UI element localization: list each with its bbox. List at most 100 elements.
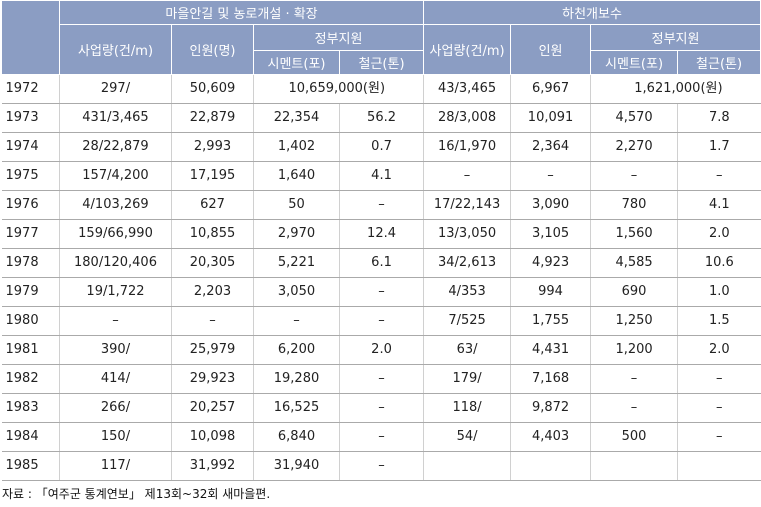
source-note: 자료 : 「여주군 통계연보」 제13회~32회 새마을편. (2, 487, 271, 501)
cell-amount-roads: 159/66,990 (59, 219, 172, 249)
cell-steel-roads: 0.7 (338, 132, 424, 162)
cell-steel-river: 1.5 (677, 306, 761, 336)
table-row: 1974 28/22,879 2,993 1,402 0.7 16/1,970 2,364 2… (1, 132, 761, 162)
data-table: 마을안길 및 농로개설 · 확장 하천개보수 사업량(건/m) 인원(명) 정부… (1, 0, 761, 481)
cell-people-river: 9,872 (510, 393, 591, 423)
cell-amount-river (423, 451, 511, 481)
cell-cement-roads: 3,050 (253, 277, 340, 307)
cell-people-roads: 10,098 (171, 422, 254, 452)
cell-cement-roads: 1,402 (253, 132, 340, 162)
table-row: 1973 431/3,465 22,879 22,354 56.2 28/3,008 10,… (1, 103, 761, 133)
cell-year: 1973 (1, 103, 60, 133)
cell-people-roads: 50,609 (171, 74, 254, 104)
cell-people-river: 7,168 (510, 364, 591, 394)
cell-cement-roads: 1,640 (253, 161, 340, 191)
cell-cement-river: 1,560 (590, 219, 678, 249)
table-row: 1977 159/66,990 10,855 2,970 12.4 13/3,050 3,1… (1, 219, 761, 249)
cell-steel-river: 10.6 (677, 248, 761, 278)
cell-steel-roads: – (338, 277, 424, 307)
cell-steel-river: – (677, 364, 761, 394)
cell-year: 1982 (1, 364, 60, 394)
header-steel-2: 철근(톤) (677, 50, 761, 75)
cell-cement-roads: 50 (253, 190, 340, 220)
cell-people-roads: 10,855 (171, 219, 254, 249)
cell-amount-river: 17/22,143 (423, 190, 511, 220)
cell-cement-river (590, 451, 678, 481)
cell-year: 1978 (1, 248, 60, 278)
table-row: 1976 4/103,269 627 50–17/22,143 3,090 780 4.1 (1, 190, 761, 220)
cell-people-roads: 22,879 (171, 103, 254, 133)
cell-steel-roads: – (338, 422, 424, 452)
cell-year: 1975 (1, 161, 60, 191)
cell-people-river: 2,364 (510, 132, 591, 162)
cell-steel-roads: – (338, 190, 424, 220)
table-row: 1981 390/25,979 6,200 2.0 63/4,431 1,200 2.0 (1, 335, 761, 365)
cell-people-roads: 20,257 (171, 393, 254, 423)
cell-people-river: 1,755 (510, 306, 591, 336)
cell-cement-river: – (590, 393, 678, 423)
header-people-2: 인원 (510, 24, 592, 75)
cell-steel-roads: – (338, 364, 424, 394)
cell-year: 1974 (1, 132, 60, 162)
cell-cement-river: 500 (590, 422, 678, 452)
table-header: 마을안길 및 농로개설 · 확장 하천개보수 사업량(건/m) 인원(명) 정부… (1, 0, 761, 75)
cell-steel-roads: 56.2 (338, 103, 424, 133)
cell-amount-river: 7/525 (423, 306, 511, 336)
cell-people-river: 4,431 (510, 335, 591, 365)
cell-amount-river: 43/3,465 (423, 74, 511, 104)
table-row: 1985 117/31,992 31,940– (1, 451, 761, 481)
cell-cement-roads: 5,221 (253, 248, 340, 278)
cell-people-river: 4,403 (510, 422, 591, 452)
cell-steel-roads: – (338, 306, 424, 336)
header-cement-1: 시멘트(포) (253, 50, 340, 75)
header-support-2: 정부지원 (590, 24, 761, 51)
cell-amount-river: 54/ (423, 422, 511, 452)
cell-year: 1979 (1, 277, 60, 307)
cell-steel-roads: 6.1 (338, 248, 424, 278)
cell-people-roads: 2,993 (171, 132, 254, 162)
cell-year: 1981 (1, 335, 60, 365)
cell-year: 1977 (1, 219, 60, 249)
cell-year: 1980 (1, 306, 60, 336)
cell-amount-river: 16/1,970 (423, 132, 511, 162)
cell-year: 1983 (1, 393, 60, 423)
cell-amount-roads: 157/4,200 (59, 161, 172, 191)
cell-steel-river: 4.1 (677, 190, 761, 220)
cell-people-roads: 17,195 (171, 161, 254, 191)
cell-people-river: 6,967 (510, 74, 591, 104)
cell-gov-support-river: 1,621,000(원) (590, 74, 761, 104)
cell-cement-river: – (590, 161, 678, 191)
cell-people-roads: 29,923 (171, 364, 254, 394)
cell-steel-roads: – (338, 451, 424, 481)
cell-people-river (510, 451, 591, 481)
header-people-1: 인원(명) (171, 24, 254, 75)
cell-amount-river: 13/3,050 (423, 219, 511, 249)
cell-amount-roads: 431/3,465 (59, 103, 172, 133)
cell-amount-river: 4/353 (423, 277, 511, 307)
cell-people-roads: 25,979 (171, 335, 254, 365)
cell-gov-support-roads: 10,659,000(원) (252, 74, 424, 104)
cell-people-roads: 2,203 (171, 277, 254, 307)
table-row: 1983 266/20,257 16,525–118/9,872– – (1, 393, 761, 423)
cell-cement-river: 690 (590, 277, 678, 307)
cell-people-river: 10,091 (510, 103, 591, 133)
cell-cement-river: 1,200 (590, 335, 678, 365)
cell-amount-river: 179/ (423, 364, 511, 394)
cell-people-river: – (510, 161, 591, 191)
cell-amount-roads: 414/ (59, 364, 172, 394)
table-row: 1984 150/10,098 6,840–54/4,403 500– (1, 422, 761, 452)
cell-amount-river: – (423, 161, 511, 191)
cell-cement-river: 4,570 (590, 103, 678, 133)
table-body: 1972 297/50,609 10,659,000(원) 43/3,465 6,967… (1, 74, 761, 481)
cell-people-river: 994 (510, 277, 591, 307)
header-steel-1: 철근(톤) (338, 50, 425, 75)
table-row: 1975 157/4,200 17,195 1,640 4.1– – – – (1, 161, 761, 191)
cell-cement-roads: 16,525 (253, 393, 340, 423)
cell-amount-roads: 150/ (59, 422, 172, 452)
header-support-1: 정부지원 (252, 24, 425, 51)
cell-steel-river: 1.0 (677, 277, 761, 307)
group-header-roads: 마을안길 및 농로개설 · 확장 (58, 0, 425, 25)
cell-amount-roads: 4/103,269 (59, 190, 172, 220)
corner-header (1, 0, 60, 75)
cell-cement-roads: 6,840 (253, 422, 340, 452)
